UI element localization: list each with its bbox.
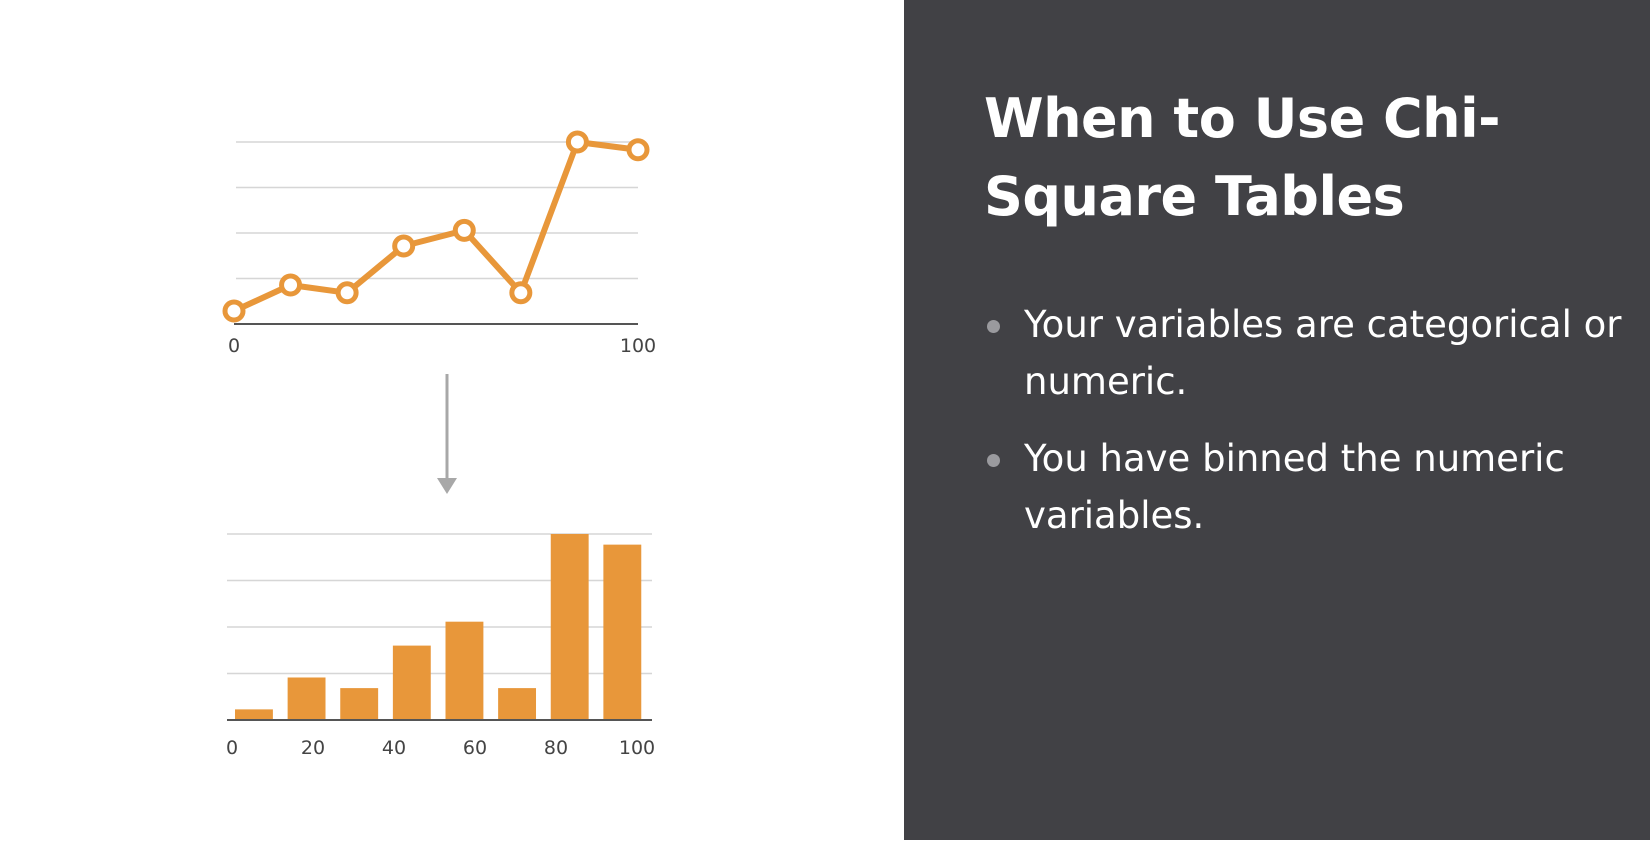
x-tick-label: 0 <box>228 335 240 357</box>
bar <box>445 621 484 720</box>
bar <box>498 688 537 720</box>
line-point <box>565 130 589 154</box>
x-tick-label: 100 <box>619 737 655 759</box>
line-point <box>509 281 533 305</box>
x-tick-label: 100 <box>620 335 656 357</box>
bar <box>392 645 431 720</box>
line-point <box>626 138 650 162</box>
bullet-list: Your variables are categorical or numeri… <box>984 296 1624 564</box>
x-tick-label: 0 <box>226 737 238 759</box>
bar <box>340 688 379 720</box>
line-chart: 0 100 <box>222 130 656 357</box>
x-tick-label: 80 <box>544 737 568 759</box>
x-tick-label: 40 <box>382 737 406 759</box>
bar <box>550 534 589 720</box>
bullet-item: Your variables are categorical or numeri… <box>984 296 1624 410</box>
bullet-text: Your variables are categorical or numeri… <box>1024 303 1622 403</box>
bullet-dot-icon <box>987 320 1000 333</box>
x-tick-label: 20 <box>301 737 325 759</box>
bullet-dot-icon <box>987 454 1000 467</box>
bullet-item: You have binned the numeric variables. <box>984 430 1624 544</box>
line-point <box>279 273 303 297</box>
line-point <box>335 281 359 305</box>
x-tick-label: 60 <box>463 737 487 759</box>
text-panel: When to Use Chi-Square Tables Your varia… <box>904 0 1650 840</box>
bar <box>287 677 326 720</box>
bar <box>235 709 273 720</box>
line-point <box>392 234 416 258</box>
bar <box>603 544 642 720</box>
line-point <box>452 218 476 242</box>
bullet-text: You have binned the numeric variables. <box>1024 437 1565 537</box>
charts-illustration: 0 100 0 20 40 60 80 100 <box>222 130 656 759</box>
bar-chart: 0 20 40 60 80 100 <box>226 533 655 759</box>
slide-title: When to Use Chi-Square Tables <box>984 87 1501 228</box>
chart-panel: 0 100 0 20 40 60 80 100 <box>222 130 657 759</box>
line-point <box>222 299 246 323</box>
arrow-down-icon <box>437 374 457 494</box>
